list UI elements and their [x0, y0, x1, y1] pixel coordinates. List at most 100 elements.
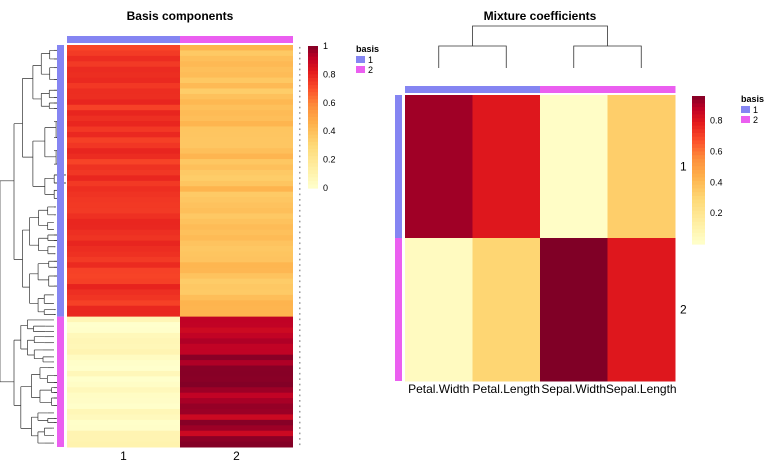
cell	[67, 284, 180, 290]
dendrogram-branch	[44, 177, 55, 195]
colorbar-step	[692, 147, 705, 153]
cell	[180, 142, 293, 149]
cell	[180, 115, 293, 122]
dendrogram-branch	[31, 416, 38, 437]
dendrogram-branch	[40, 53, 50, 75]
cell	[180, 99, 293, 106]
colorbar-step	[308, 95, 318, 100]
column-label-Petal.Width: Petal.Width	[408, 382, 469, 396]
colorbar-step	[692, 240, 705, 245]
dendrogram-branch	[48, 89, 58, 98]
dendrogram-branch	[33, 336, 45, 344]
dendrogram-left	[438, 45, 507, 68]
cell	[180, 55, 293, 62]
legend-label-2: 2	[753, 115, 758, 125]
mixture-column-labels: Petal.Width Petal.Length Sepal.Width Sepal.…	[408, 382, 677, 396]
cell	[180, 267, 293, 274]
row-label-mark	[299, 334, 301, 337]
colorbar-step	[308, 85, 318, 90]
cell	[180, 273, 293, 280]
cell-2-Petal.Width	[405, 238, 473, 382]
colorbar-step	[308, 134, 318, 139]
cell	[67, 332, 180, 339]
row-label-mark	[299, 117, 301, 120]
dendrogram-branch	[29, 217, 39, 246]
colorbar-step	[692, 125, 705, 130]
cell-1-Petal.Width	[405, 95, 473, 239]
cell	[180, 61, 293, 68]
row-label-mark	[299, 63, 301, 65]
row-label-mark	[299, 166, 301, 169]
colorbar-step	[692, 184, 705, 190]
row-label-mark	[299, 394, 301, 397]
basis-row-label-marks	[299, 46, 301, 446]
colorbar-step	[308, 56, 318, 61]
dendrogram-branch	[13, 339, 21, 406]
row-label-mark	[299, 416, 301, 418]
row-label-mark	[299, 122, 301, 125]
colorbar-step	[692, 151, 705, 156]
legend-swatch-1	[356, 56, 365, 63]
colorbar-step	[692, 129, 705, 134]
colorbar-step	[308, 184, 318, 189]
row-label-mark	[299, 443, 301, 446]
dendrogram-root	[0, 180, 14, 383]
row-label-mark	[299, 285, 301, 288]
cell	[67, 316, 180, 323]
row-label-mark	[299, 237, 301, 239]
row-label-mark	[299, 68, 301, 71]
column-label-2: 2	[233, 449, 240, 463]
row-label-mark	[299, 242, 301, 245]
cell	[67, 419, 180, 426]
cell	[67, 267, 180, 274]
cell	[67, 55, 180, 62]
cell	[180, 121, 293, 127]
colorbar-tick: 0.4	[710, 177, 723, 187]
colorbar-step	[308, 166, 318, 171]
row-label-mark	[299, 182, 301, 185]
row-label-mark	[299, 139, 301, 141]
cell	[67, 202, 180, 209]
colorbar-step	[692, 107, 705, 112]
cell	[180, 251, 293, 258]
colorbar-step	[692, 210, 705, 215]
cell	[67, 169, 180, 176]
cell	[67, 338, 180, 345]
cell	[180, 262, 293, 269]
cell	[67, 175, 180, 182]
colorbar-step	[308, 102, 318, 107]
row-label-mark	[299, 275, 301, 277]
dendrogram-branch	[44, 427, 53, 436]
cell	[180, 186, 293, 193]
colorbar-step	[692, 181, 705, 186]
cell	[180, 436, 293, 443]
row-label-mark	[299, 438, 301, 440]
basis-colorbar: 0 0.2 0.4 0.6 0.8 1	[308, 41, 336, 193]
row-label-1: 1	[680, 160, 687, 174]
row-label-mark	[299, 74, 301, 76]
column-annotation-basis-2	[607, 86, 676, 93]
cell	[180, 360, 293, 367]
colorbar-step	[692, 214, 705, 219]
cell	[180, 72, 293, 79]
row-label-mark	[299, 351, 301, 353]
cell	[180, 332, 293, 339]
colorbar-tick: 0	[323, 183, 328, 193]
cell	[67, 224, 180, 231]
cell	[180, 414, 293, 421]
cell	[180, 88, 293, 95]
mixture-row-annotation	[395, 95, 402, 381]
row-label-mark	[299, 410, 301, 413]
cell	[67, 278, 180, 285]
row-label-mark	[299, 171, 301, 174]
row-label-2: 2	[680, 303, 687, 317]
cell	[67, 381, 180, 388]
cell	[180, 83, 293, 89]
cell	[180, 316, 293, 323]
row-label-mark	[299, 84, 301, 87]
cell	[67, 262, 180, 269]
colorbar-step	[308, 131, 318, 136]
colorbar-step	[692, 155, 705, 160]
dendrogram-branch	[38, 237, 48, 252]
